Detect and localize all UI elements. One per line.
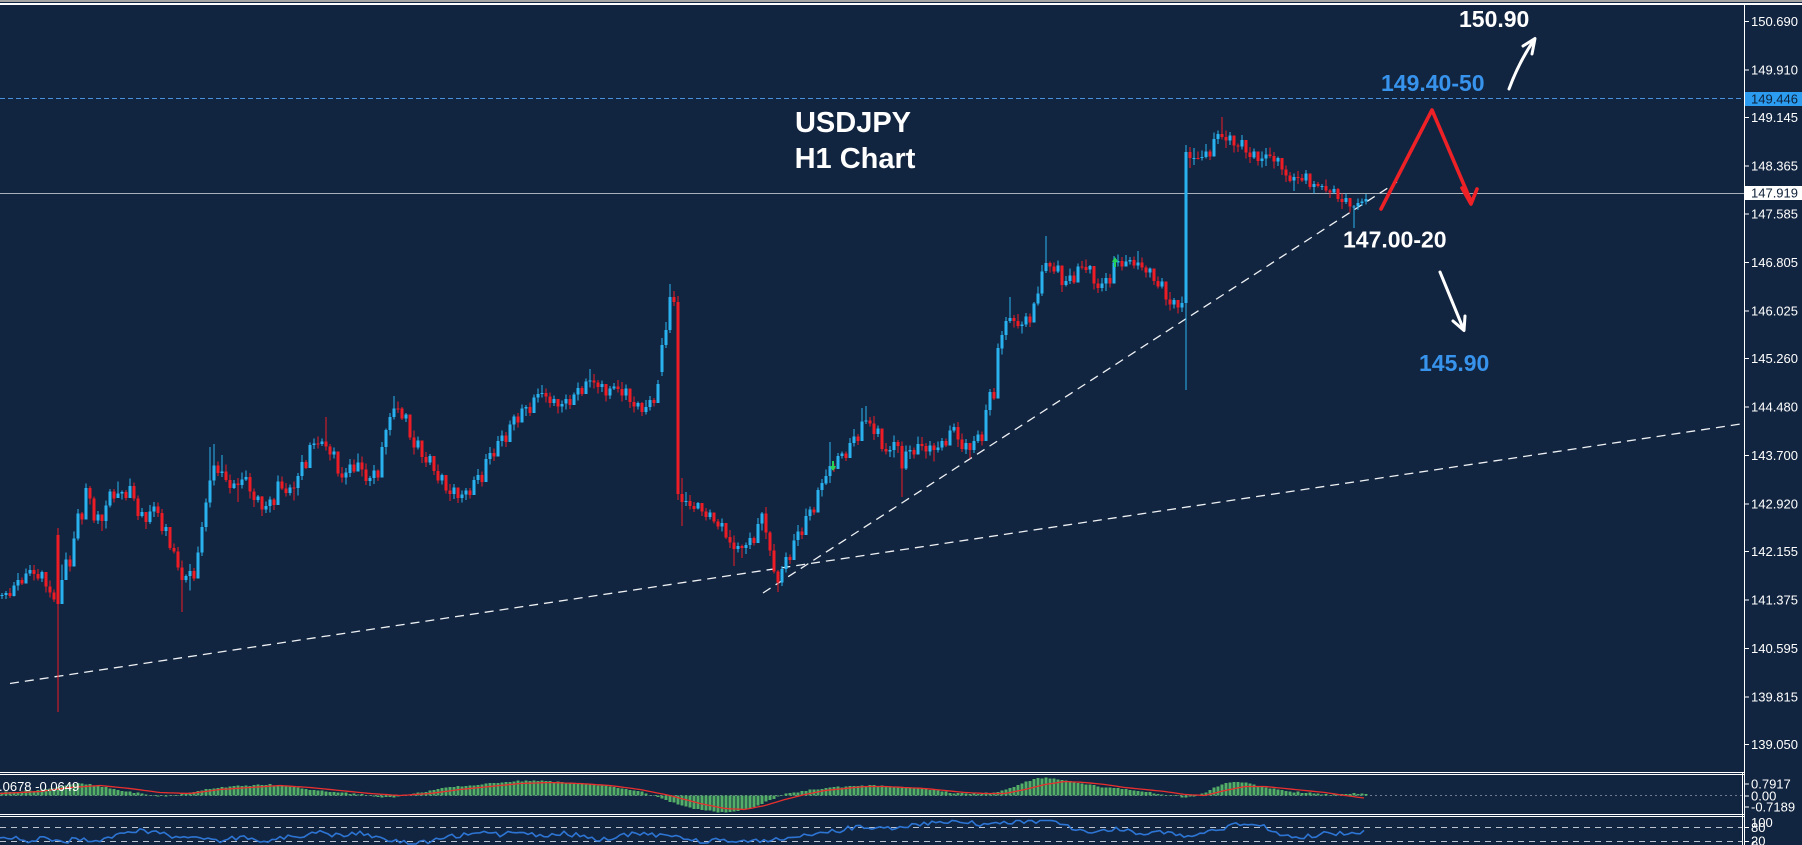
svg-text:147.00-20: 147.00-20 xyxy=(1343,227,1447,253)
svg-text:100: 100 xyxy=(1751,815,1773,830)
svg-text:140.595: 140.595 xyxy=(1751,641,1798,656)
svg-text:H1 Chart: H1 Chart xyxy=(795,143,916,175)
svg-text:144.480: 144.480 xyxy=(1751,400,1798,415)
svg-text:-0.7189: -0.7189 xyxy=(1751,800,1795,815)
svg-text:145.90: 145.90 xyxy=(1419,350,1489,376)
svg-text:149.40-50: 149.40-50 xyxy=(1381,70,1485,96)
svg-text:0: 0 xyxy=(1751,838,1758,845)
svg-text:.0678 -0.0649: .0678 -0.0649 xyxy=(0,779,79,794)
svg-text:139.050: 139.050 xyxy=(1751,737,1798,752)
svg-text:139.815: 139.815 xyxy=(1751,690,1798,705)
svg-text:20: 20 xyxy=(1751,834,1765,845)
svg-text:141.375: 141.375 xyxy=(1751,593,1798,608)
svg-text:147.585: 147.585 xyxy=(1751,207,1798,222)
svg-text:0.7917: 0.7917 xyxy=(1751,777,1791,792)
svg-text:149.446: 149.446 xyxy=(1751,92,1798,107)
svg-text:150.90: 150.90 xyxy=(1459,6,1529,32)
svg-text:USDJPY: USDJPY xyxy=(795,107,911,139)
svg-text:149.910: 149.910 xyxy=(1751,62,1798,77)
svg-text:0.00: 0.00 xyxy=(1751,788,1776,803)
svg-text:150.690: 150.690 xyxy=(1751,14,1798,29)
svg-text:142.155: 142.155 xyxy=(1751,544,1798,559)
svg-text:146.805: 146.805 xyxy=(1751,255,1798,270)
svg-text:80: 80 xyxy=(1751,820,1765,835)
svg-text:147.919: 147.919 xyxy=(1751,186,1798,201)
svg-text:145.260: 145.260 xyxy=(1751,351,1798,366)
svg-text:148.365: 148.365 xyxy=(1751,158,1798,173)
svg-text:142.920: 142.920 xyxy=(1751,497,1798,512)
svg-text:146.025: 146.025 xyxy=(1751,304,1798,319)
svg-text:143.700: 143.700 xyxy=(1751,448,1798,463)
svg-text:149.145: 149.145 xyxy=(1751,110,1798,125)
